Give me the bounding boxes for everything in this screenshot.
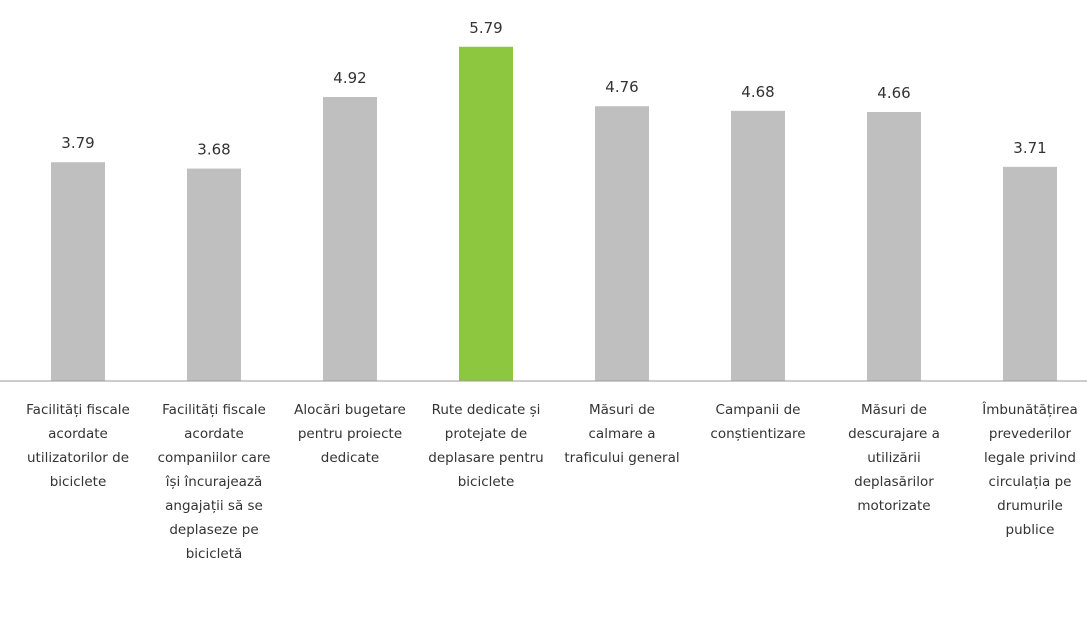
bar — [595, 106, 649, 381]
value-label: 3.68 — [197, 141, 230, 159]
value-label: 3.79 — [61, 134, 94, 152]
x-tick-label: Îmbunătățirea prevederilor legale privin… — [982, 402, 1078, 538]
x-tick-label: Rute dedicate și protejate de deplasare … — [428, 402, 544, 490]
x-tick-label: Măsuri de descurajare a utilizării depla… — [848, 402, 940, 514]
x-tick-label: Alocări bugetare pentru proiecte dedicat… — [294, 402, 406, 466]
bar — [459, 46, 513, 381]
value-label: 3.71 — [1013, 139, 1046, 157]
x-tick-label: Facilități fiscale acordate companiilor … — [157, 402, 271, 562]
value-label: 4.66 — [877, 84, 910, 102]
x-tick-label: Facilități fiscale acordate utilizatoril… — [26, 402, 130, 490]
value-label: 4.76 — [605, 78, 638, 96]
value-label: 4.68 — [741, 83, 774, 101]
bar — [867, 111, 921, 381]
bar — [323, 96, 377, 382]
x-tick-label: Campanii de conștientizare — [710, 402, 806, 442]
value-label: 5.79 — [469, 19, 502, 37]
bar — [51, 162, 105, 381]
bar — [1003, 166, 1057, 381]
x-tick-label: Măsuri de calmare a traficului general — [564, 402, 680, 466]
value-label: 4.92 — [333, 69, 366, 87]
bar — [187, 168, 241, 381]
bar — [731, 110, 785, 381]
